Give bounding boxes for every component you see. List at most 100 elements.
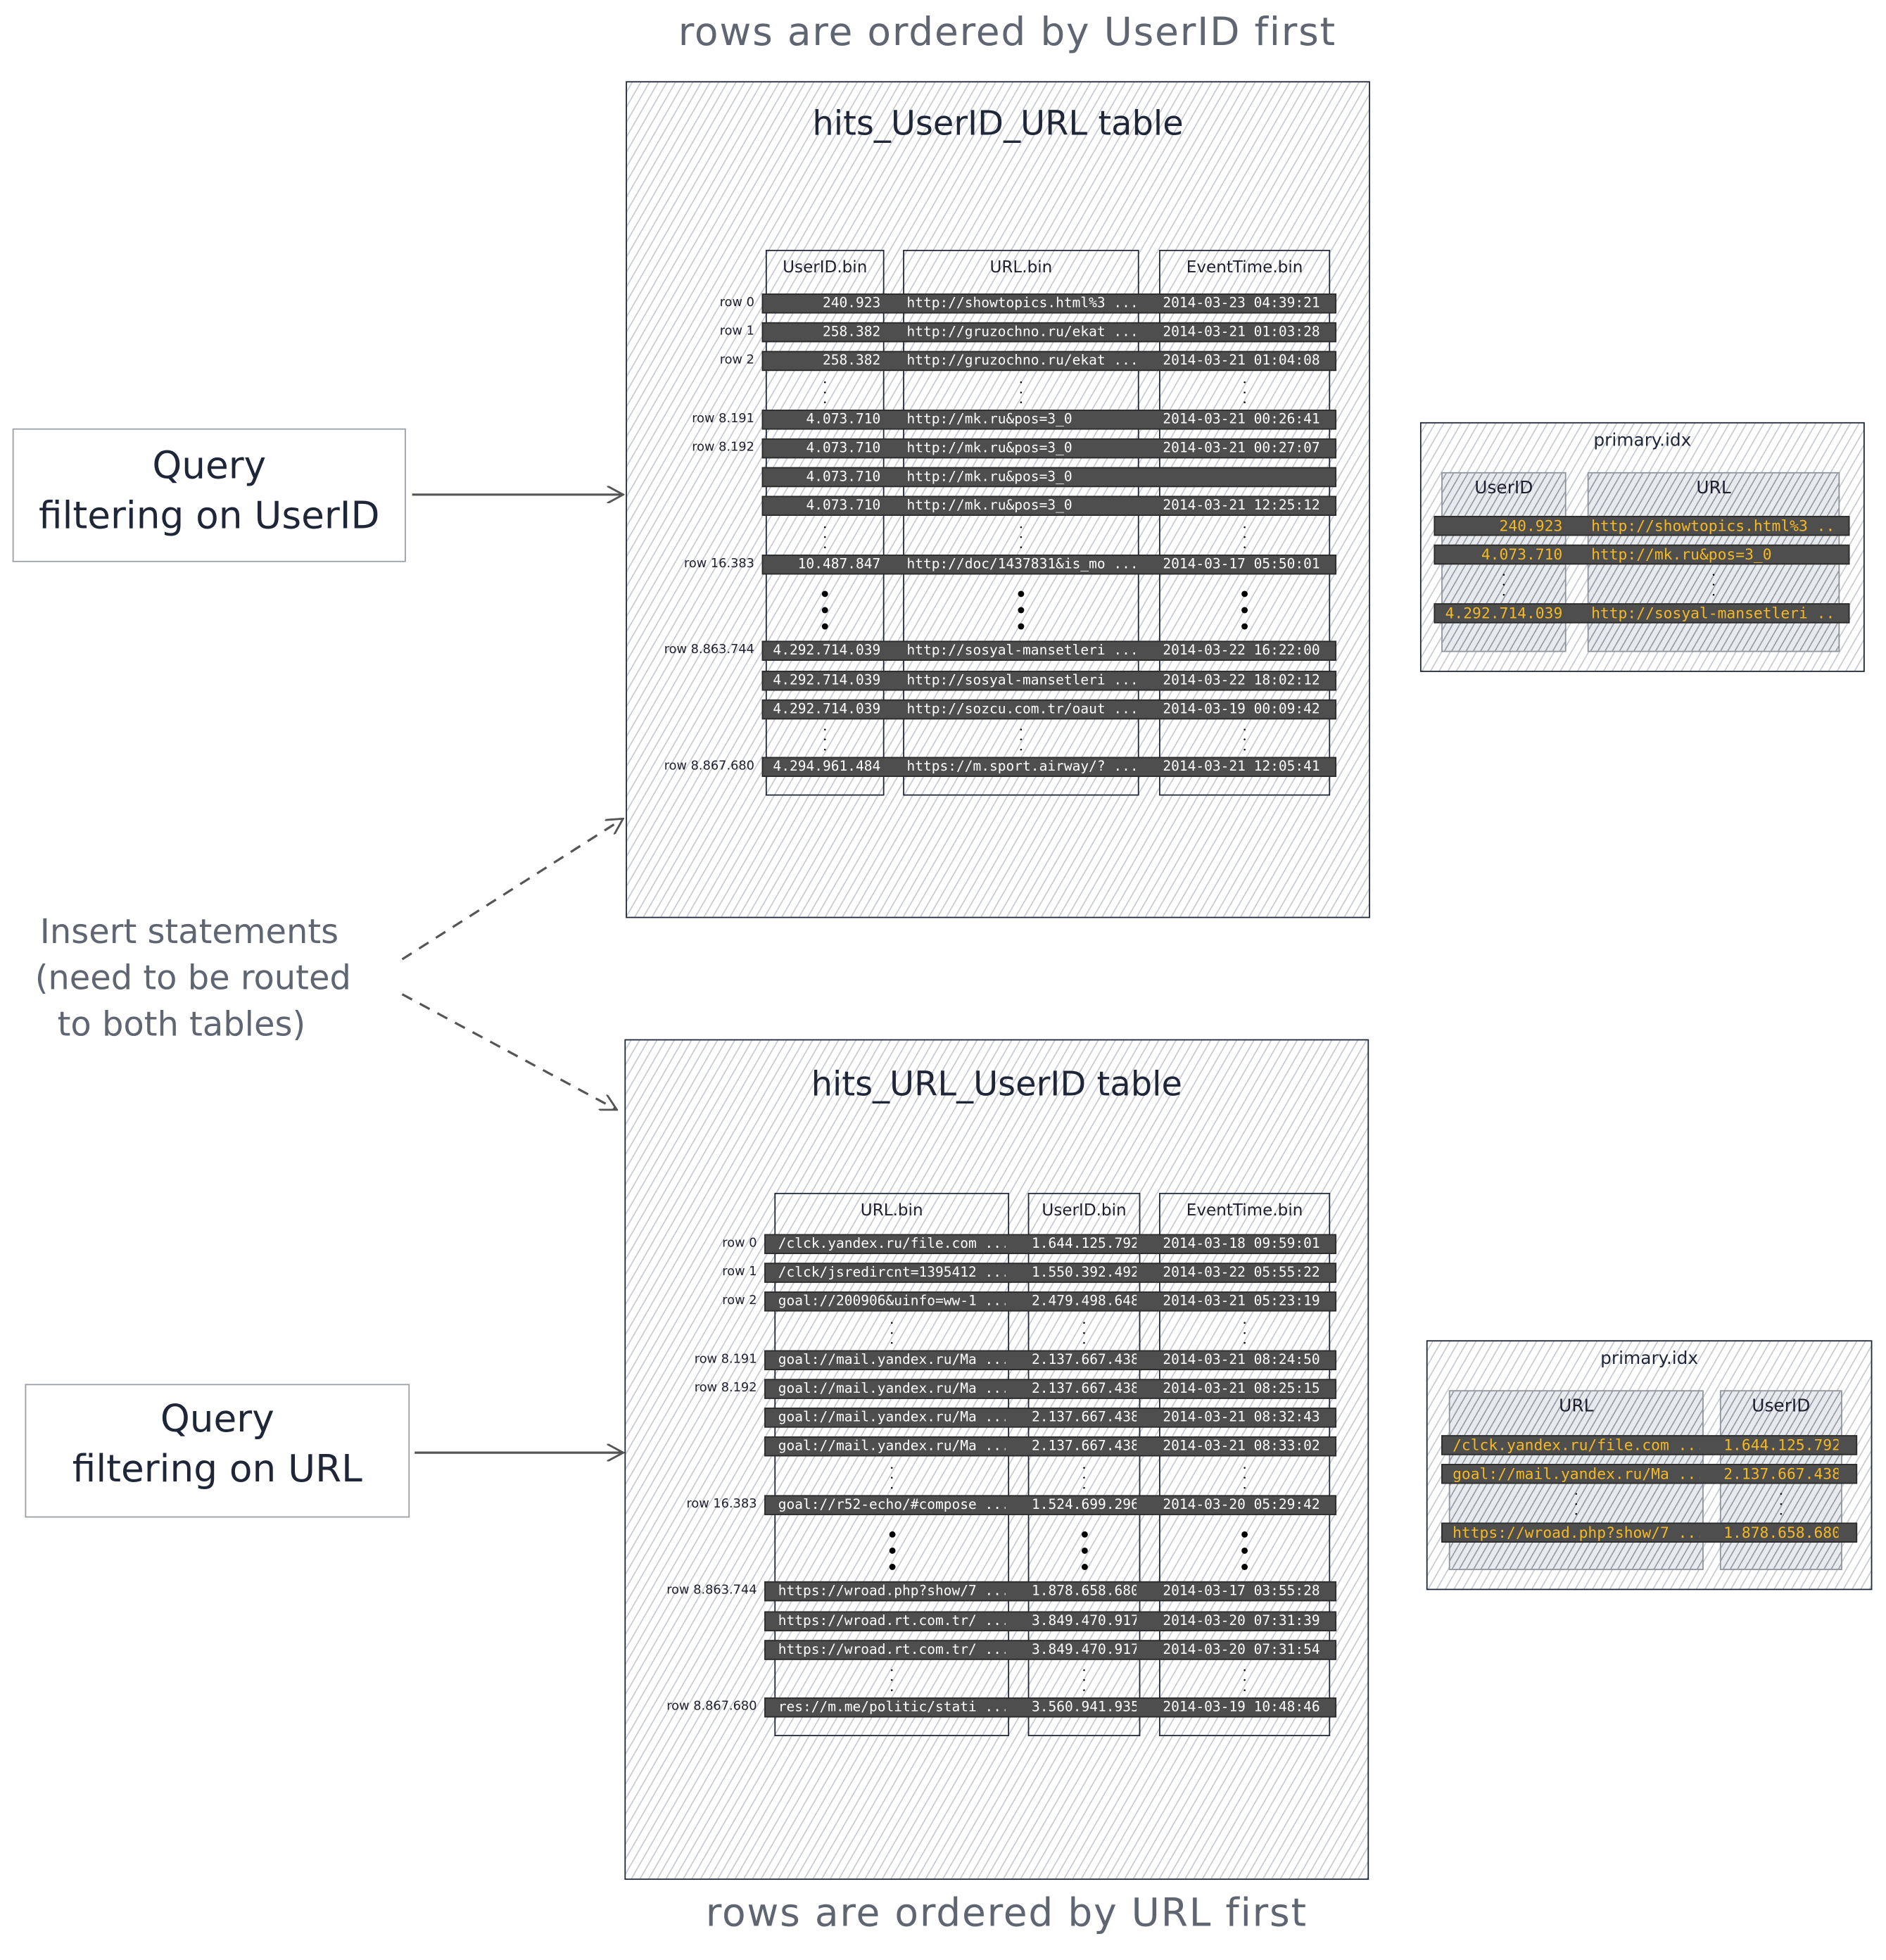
- cell-value: 2.137.667.438: [1723, 1465, 1839, 1484]
- column: URL.bin: [774, 1192, 1010, 1736]
- column-header: URL: [1696, 478, 1731, 499]
- row-label: row 16.383: [683, 557, 754, 571]
- cell-value: 1.644.125.792: [1031, 1235, 1137, 1252]
- cell-value: 2014-03-21 08:33:02: [1163, 1438, 1320, 1455]
- row-bar: [1434, 515, 1850, 536]
- table-hits-url-userid: hits_URL_UserID table: [624, 1039, 1369, 1880]
- cell-value: 2014-03-19 00:09:42: [1163, 700, 1320, 717]
- cell-value: /clck.yandex.ru/file.com ...: [778, 1235, 1006, 1252]
- cell-value: 1.550.392.492: [1031, 1264, 1137, 1281]
- cell-value: 2014-03-22 18:02:12: [1163, 671, 1320, 688]
- cell-value: http://sosyal-mansetleri ...: [906, 642, 1136, 659]
- ellipsis-dots: • • •: [1019, 379, 1023, 407]
- column: UserID.bin: [1027, 1192, 1141, 1736]
- cell-value: 2014-03-21 08:32:43: [1163, 1409, 1320, 1426]
- cell-value: 2.137.667.438: [1031, 1438, 1137, 1455]
- cell-value: goal://mail.yandex.ru/Ma ...: [1453, 1465, 1700, 1484]
- column-header: EventTime.bin: [1186, 258, 1303, 278]
- cell-value: goal://mail.yandex.ru/Ma ...: [778, 1351, 1006, 1368]
- cell-value: 258.382: [822, 324, 881, 341]
- cell-value: 258.382: [822, 353, 881, 369]
- cell-value: 2014-03-21 12:25:12: [1163, 498, 1320, 514]
- row-bar: [764, 1697, 1337, 1718]
- cell-value: 2014-03-21 01:03:28: [1163, 324, 1320, 341]
- cell-value: 2.137.667.438: [1031, 1409, 1137, 1426]
- cell-value: 2014-03-20 05:29:42: [1163, 1496, 1320, 1512]
- cell-value: 4.073.710: [1481, 545, 1563, 564]
- row-label: row 1: [722, 1265, 757, 1279]
- query-userid-box: Query filtering on UserID: [12, 428, 406, 562]
- ellipsis-dots: • • •: [823, 379, 827, 407]
- row-label: row 1: [719, 324, 754, 339]
- cell-value: 2014-03-18 09:59:01: [1163, 1235, 1320, 1252]
- row-label: row 0: [722, 1237, 757, 1251]
- cell-value: http://gruzochno.ru/ekat ...: [906, 324, 1136, 341]
- cell-value: res://m.me/politic/stati ...: [778, 1699, 1006, 1716]
- insert-arrow-top: [401, 819, 621, 961]
- ellipsis-dots: • • •: [1242, 1320, 1247, 1348]
- row-label: row 8.863.744: [666, 1584, 757, 1598]
- ellipsis-dots: • • •: [1711, 572, 1716, 600]
- row-bar: [764, 1581, 1337, 1602]
- column-header: URL: [1559, 1396, 1594, 1417]
- cell-value: https://wroad.rt.com.tr/ ...: [778, 1640, 1006, 1657]
- row-bar: [761, 322, 1337, 343]
- cell-value: 2.137.667.438: [1031, 1380, 1137, 1397]
- cell-value: 2.479.498.648: [1031, 1293, 1137, 1310]
- table-title: hits_UserID_URL table: [812, 105, 1184, 144]
- insert-note-line2: (need to be routed: [34, 959, 351, 999]
- row-bar: [1434, 545, 1850, 565]
- row-bar: [764, 1291, 1337, 1313]
- query-userid-line2: filtering on UserID: [39, 494, 380, 538]
- cell-value: [1163, 467, 1326, 487]
- cell-value: 2014-03-21 08:24:50: [1163, 1351, 1320, 1368]
- cell-value: http://mk.ru&pos=3_0: [906, 439, 1072, 456]
- row-bar: [761, 293, 1337, 314]
- table-title: hits_URL_UserID table: [811, 1065, 1182, 1104]
- cell-value: 4.073.710: [806, 468, 881, 485]
- ellipsis-dots: • • •: [1082, 1667, 1087, 1695]
- column-header: UserID: [1752, 1396, 1811, 1417]
- row-bar: [764, 1408, 1337, 1428]
- row-bar: [761, 438, 1337, 459]
- cell-value: http://showtopics.html%3 ...: [1591, 517, 1836, 535]
- ellipsis-dots: • • •: [890, 1320, 894, 1348]
- ellipsis-dots: • • •: [890, 1667, 894, 1695]
- cell-value: http://mk.ru&pos=3_0: [906, 410, 1072, 427]
- cell-value: 1.878.658.680: [1031, 1583, 1137, 1600]
- column-header: UserID.bin: [783, 258, 868, 278]
- cell-value: 1.878.658.680: [1723, 1523, 1839, 1541]
- row-label: row 2: [722, 1294, 757, 1308]
- ellipsis-dots: • • •: [1019, 726, 1023, 754]
- cell-value: 2014-03-20 07:31:54: [1163, 1640, 1320, 1657]
- cell-value: 2014-03-19 10:48:46: [1163, 1699, 1320, 1716]
- cell-value: 2014-03-17 05:50:01: [1163, 555, 1320, 572]
- cell-value: 1.644.125.792: [1723, 1436, 1839, 1454]
- ellipsis-dots: • • •: [1082, 1320, 1087, 1348]
- insert-statements-note: Insert statements (need to be routed to …: [35, 909, 351, 1048]
- column: EventTime.bin: [1159, 249, 1331, 796]
- cell-value: 2014-03-22 05:55:22: [1163, 1264, 1320, 1281]
- row-bar: [761, 467, 1337, 488]
- cell-value: https://wroad.rt.com.tr/ ...: [778, 1612, 1006, 1629]
- row-label: row 8.192: [692, 441, 754, 455]
- cell-value: 240.923: [1499, 517, 1563, 535]
- row-bar: [1434, 602, 1850, 623]
- index-title: primary.idx: [1593, 431, 1692, 451]
- row-label: row 2: [719, 353, 754, 368]
- cell-value: 4.292.714.039: [1445, 604, 1563, 622]
- cell-value: 3.849.470.917: [1031, 1612, 1137, 1629]
- row-label: row 8.191: [694, 1352, 757, 1367]
- column-header: URL.bin: [860, 1201, 923, 1220]
- query-userid-line1: Query: [152, 444, 267, 488]
- row-bar: [764, 1610, 1337, 1631]
- query-url-line1: Query: [160, 1398, 274, 1442]
- cell-value: 2014-03-21 00:27:07: [1163, 439, 1320, 456]
- query-url-box: Query filtering on URL: [25, 1384, 410, 1518]
- cell-value: 10.487.847: [797, 555, 881, 572]
- ellipsis-dots-large: [1239, 1531, 1249, 1580]
- ellipsis-dots: • • •: [1242, 1465, 1247, 1493]
- ellipsis-dots: • • •: [1082, 1465, 1087, 1493]
- cell-value: 2014-03-21 05:23:19: [1163, 1293, 1320, 1310]
